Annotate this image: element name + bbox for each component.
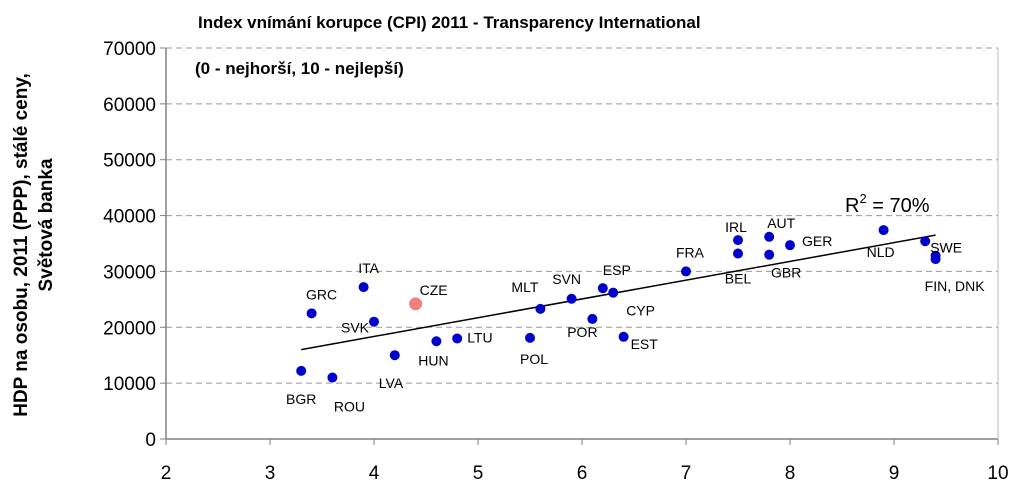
x-tick-label: 5 [473,463,484,484]
label-ltu: LTU [467,329,492,345]
chart-title: Index vnímání korupce (CPI) 2011 - Trans… [198,13,701,32]
point-ita [358,282,369,293]
point-cyp [608,287,619,298]
x-tick-label: 7 [681,463,692,484]
label-est: EST [631,336,659,352]
point-labels: BGR ROU GRC ITA SVK CZE LVA HUN LTU POL MLT SVN POR E… [286,215,985,415]
point-ger [785,240,795,251]
point-fra [681,266,691,277]
label-por: POR [567,324,597,340]
label-svn: SVN [552,271,581,287]
y-tick-label: 10000 [103,374,156,395]
point-cze [409,297,423,311]
point-hun [431,336,442,347]
label-ger: GER [802,233,832,249]
y-tick-label: 30000 [103,262,156,283]
y-tick-label: 0 [145,430,156,451]
y-tick-label: 60000 [103,95,156,116]
y-tick-label: 70000 [103,39,156,60]
data-points [296,225,941,383]
label-esp: ESP [603,262,631,278]
point-swe [920,236,931,247]
label-aut: AUT [767,215,795,231]
x-tick-label: 4 [369,463,380,484]
label-cyp: CYP [626,303,655,319]
y-axis-title-line2: Světová banka [36,158,57,291]
label-ita: ITA [358,260,379,276]
point-bel [733,248,743,259]
label-fra: FRA [676,244,705,260]
point-mlt [535,303,546,314]
label-grc: GRC [306,286,337,302]
point-rou [327,372,338,383]
point-pol [525,332,535,343]
trendline [301,234,936,351]
y-tick-label: 20000 [103,318,156,339]
label-swe: SWE [930,239,962,255]
label-lva: LVA [379,375,404,391]
point-aut [764,231,775,242]
y-axis-title: HDP na osobu, 2011 (PPP), stálé ceny, [11,73,32,417]
point-gbr [764,249,775,260]
point-por [587,313,598,324]
label-pol: POL [520,351,548,367]
point-dnk [930,254,941,265]
gridlines [160,47,998,440]
x-tick-label: 3 [265,463,276,484]
x-tick-label: 8 [785,463,796,484]
label-nld: NLD [867,244,895,260]
r-squared-superscript: 2 [859,191,866,206]
label-svk: SVK [341,320,370,336]
point-est [618,331,629,342]
point-irl [733,235,743,246]
point-nld [878,225,889,236]
point-svn [566,293,577,304]
point-svk [369,316,379,327]
x-tick-label: 6 [577,463,588,484]
label-cze: CZE [420,282,448,298]
y-tick-label: 40000 [103,207,156,228]
label-irl: IRL [725,219,747,235]
x-tick-label: 10 [987,463,1008,484]
chart-subtitle: (0 - nejhorší, 10 - nejlepší) [195,59,404,78]
x-tick-labels: 2 3 4 5 6 7 8 9 10 [161,439,1009,484]
label-gbr: GBR [771,265,801,281]
label-bel: BEL [725,271,752,287]
x-tick-label: 9 [889,463,900,484]
point-bgr [296,365,307,376]
r-squared-value: = 70% [867,195,930,217]
y-tick-labels: 0 10000 20000 30000 40000 50000 60000 70000 [103,39,156,451]
point-lva [389,350,400,361]
y-axis-title-2: Světová banka [36,158,57,291]
point-grc [306,308,317,319]
label-hun: HUN [418,352,448,368]
label-bgr: BGR [286,391,316,407]
label-fin: FIN, DNK [925,278,986,294]
r-squared-label: R2 = 70% [845,191,930,217]
x-tick-label: 2 [161,463,172,484]
y-axis-title-line1: HDP na osobu, 2011 (PPP), stálé ceny, [11,73,32,417]
point-ltu [452,333,463,344]
r-squared-main: R [845,195,859,217]
label-mlt: MLT [511,279,538,295]
y-tick-label: 50000 [103,151,156,172]
label-rou: ROU [334,399,365,415]
point-esp [597,283,608,294]
